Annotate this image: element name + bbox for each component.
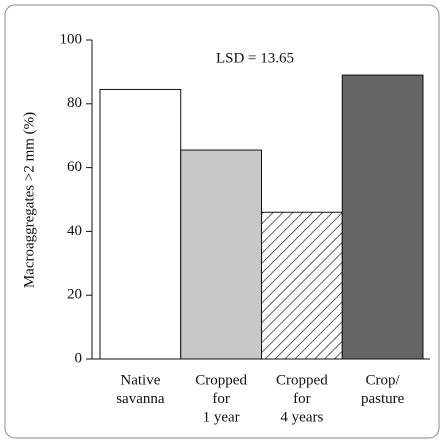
y-tick-label: 0: [75, 350, 83, 366]
bar: [99, 88, 182, 360]
y-tick-label: 20: [67, 287, 82, 303]
frame: [4, 4, 440, 439]
bar: [341, 74, 424, 360]
annotation: LSD = 13.65: [216, 50, 294, 66]
y-axis-label: Macroaggregates >2 mm (%): [21, 112, 37, 288]
y-tick-label: 40: [67, 223, 82, 239]
x-tick-label: savanna: [116, 391, 165, 407]
x-tick-label: for: [212, 391, 230, 407]
x-tick-label: 4 years: [280, 409, 323, 425]
x-tick-label: pasture: [361, 391, 405, 407]
x-tick-label: Crop/: [366, 372, 401, 388]
y-tick-label: 100: [60, 31, 83, 47]
y-tick-label: 60: [67, 159, 82, 175]
x-tick-label: 1 year: [203, 409, 240, 425]
x-tick-label: Cropped: [276, 372, 328, 388]
x-tick-label: Cropped: [195, 372, 247, 388]
x-tick-label: Native: [120, 372, 160, 388]
bar: [180, 149, 262, 360]
y-tick-label: 80: [67, 95, 82, 111]
bar: [261, 211, 343, 360]
x-tick-label: for: [293, 391, 311, 407]
